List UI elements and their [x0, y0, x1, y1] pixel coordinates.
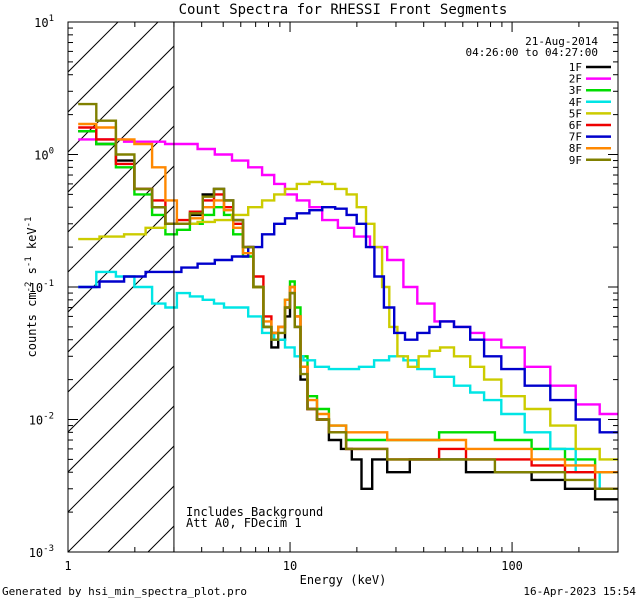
- y-tick-label: 101: [34, 14, 54, 30]
- y-tick-label: 10-1: [29, 279, 54, 295]
- x-tick-labels: 1 10 100: [64, 559, 523, 573]
- legend-header-line: 04:26:00 to 04:27:00: [466, 46, 598, 59]
- series-line-4F: [78, 270, 618, 490]
- hatch-line: [68, 365, 174, 473]
- annotation-attenuator: Att A0, FDecim 1: [186, 516, 302, 530]
- x-tick-label: 100: [501, 559, 523, 573]
- y-tick-label: 10-3: [29, 544, 54, 560]
- legend-label-7F: 7F: [569, 131, 582, 144]
- hatch-line: [68, 22, 159, 113]
- legend-label-1F: 1F: [569, 61, 582, 74]
- legend-label-5F: 5F: [569, 107, 582, 120]
- series-line-2F: [78, 138, 618, 416]
- legend-label-3F: 3F: [569, 84, 582, 97]
- x-tick-label: 10: [283, 559, 297, 573]
- series-line-1F: [78, 130, 618, 501]
- footer-generated-by: Generated by hsi_min_spectra_plot.pro: [2, 585, 247, 598]
- hatch-line: [68, 405, 174, 513]
- legend-label-9F: 9F: [569, 154, 582, 167]
- hatch-line: [628, 22, 640, 552]
- y-tick-label: 100: [34, 147, 54, 163]
- y-tick-label: 10-2: [29, 412, 54, 428]
- series-line-7F: [78, 206, 618, 434]
- legend-label-6F: 6F: [569, 119, 582, 132]
- hatch-line: [68, 285, 174, 393]
- series-line-6F: [78, 126, 618, 490]
- series-line-8F: [78, 122, 618, 474]
- legend-label-4F: 4F: [569, 96, 582, 109]
- y-axis-label: counts cm-2 s-1 keV-1: [24, 217, 39, 358]
- x-axis-label: Energy (keV): [300, 573, 387, 587]
- footer-timestamp: 16-Apr-2023 15:54: [523, 585, 636, 598]
- x-tick-label: 1: [64, 559, 71, 573]
- series-line-9F: [78, 102, 618, 490]
- series-group: [78, 102, 618, 501]
- y-tick-labels: 101 100 10-1 10-2 10-3: [29, 14, 54, 560]
- annotation-background: Includes Background: [186, 505, 323, 519]
- hatch-line: [68, 245, 174, 353]
- chart-title: Count Spectra for RHESSI Front Segments: [179, 2, 508, 18]
- legend-label-8F: 8F: [569, 142, 582, 155]
- hatch-line: [68, 445, 174, 552]
- series-line-5F: [78, 180, 618, 461]
- hatch-line: [68, 45, 174, 153]
- axis-ticks: [67, 21, 619, 553]
- hatch-line: [68, 85, 174, 193]
- legend-header-line: 21-Aug-2014: [525, 35, 598, 48]
- legend-label-2F: 2F: [569, 73, 582, 86]
